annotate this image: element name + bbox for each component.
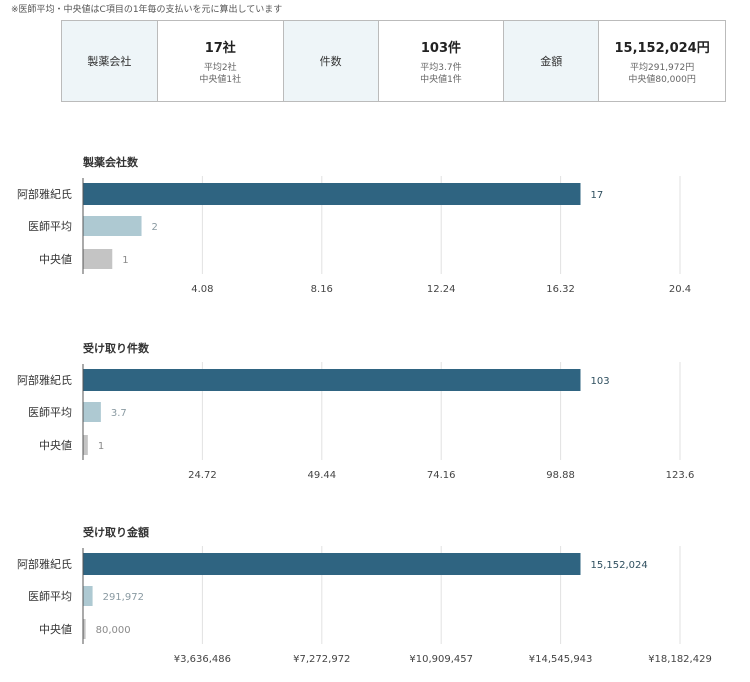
category-label: 中央値 (39, 623, 72, 636)
tick-label: 20.4 (669, 284, 691, 295)
summary-label-companies: 製薬会社 (62, 21, 157, 101)
category-label: 医師平均 (28, 590, 72, 603)
category-label: 医師平均 (28, 406, 72, 419)
summary-median: 中央値80,000円 (628, 74, 696, 85)
chart-title: 製薬会社数 (82, 155, 139, 169)
summary-label-count: 件数 (282, 21, 378, 101)
bar (83, 216, 142, 236)
tick-label: 98.88 (546, 470, 575, 481)
data-label: 17 (591, 190, 604, 201)
category-label: 阿部雅紀氏 (17, 373, 72, 387)
summary-value-companies: 17社 平均2社 中央値1社 (156, 21, 283, 101)
bar (83, 586, 93, 606)
summary-label-amount: 金額 (503, 21, 599, 101)
summary-total: 103件 (420, 40, 461, 56)
bar (83, 369, 581, 391)
bar (83, 553, 581, 575)
summary-value-amount: 15,152,024円 平均291,972円 中央値80,000円 (598, 21, 725, 101)
tick-label: 123.6 (666, 470, 695, 481)
summary-average: 平均291,972円 (630, 62, 695, 73)
summary-value-count: 103件 平均3.7件 中央値1件 (377, 21, 504, 101)
data-label: 15,152,024 (591, 560, 648, 571)
tick-label: ¥18,182,429 (648, 654, 712, 665)
summary-table: 製薬会社 17社 平均2社 中央値1社 件数 103件 平均3.7件 中央値1件… (61, 20, 726, 102)
category-label: 阿部雅紀氏 (17, 187, 72, 201)
bar (83, 619, 86, 639)
data-label: 103 (591, 376, 610, 387)
data-label: 291,972 (103, 592, 144, 603)
summary-median: 中央値1社 (199, 74, 242, 85)
tick-label: ¥10,909,457 (409, 654, 473, 665)
chart-title: 受け取り件数 (83, 341, 150, 355)
bar (83, 183, 581, 205)
tick-label: 16.32 (546, 284, 575, 295)
bar (83, 435, 88, 455)
chart-title: 受け取り金額 (83, 525, 149, 539)
category-label: 阿部雅紀氏 (17, 557, 72, 571)
summary-total: 15,152,024円 (614, 40, 710, 56)
summary-median: 中央値1件 (420, 74, 462, 85)
tick-label: 74.16 (427, 470, 456, 481)
tick-label: 49.44 (307, 470, 336, 481)
category-label: 医師平均 (28, 220, 72, 233)
data-label: 2 (152, 222, 158, 233)
tick-label: ¥7,272,972 (293, 654, 350, 665)
category-label: 中央値 (39, 439, 72, 452)
bar (83, 249, 113, 269)
tick-label: 8.16 (311, 284, 333, 295)
tick-label: ¥14,545,943 (529, 654, 593, 665)
summary-average: 平均3.7件 (420, 62, 462, 73)
summary-total: 17社 (204, 40, 236, 56)
data-label: 3.7 (111, 408, 127, 419)
tick-label: 4.08 (191, 284, 213, 295)
bar (83, 402, 101, 422)
tick-label: ¥3,636,486 (174, 654, 231, 665)
tick-label: 24.72 (188, 470, 217, 481)
footnote: ※医師平均・中央値はC項目の1年毎の支払いを元に算出しています (11, 5, 283, 15)
summary-average: 平均2社 (203, 62, 237, 73)
tick-label: 12.24 (427, 284, 456, 295)
data-label: 1 (98, 441, 104, 452)
data-label: 1 (122, 255, 128, 266)
category-label: 中央値 (39, 253, 72, 266)
data-label: 80,000 (96, 625, 131, 636)
